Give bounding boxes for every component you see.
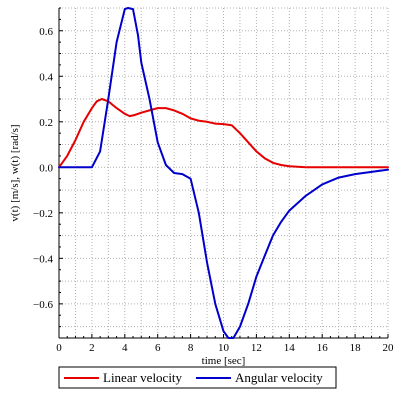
x-axis-label: time [sec] xyxy=(202,355,246,367)
y-tick-label: −0.6 xyxy=(33,299,53,311)
y-tick-label: −0.4 xyxy=(33,253,53,265)
x-tick-label: 12 xyxy=(251,342,262,354)
legend-label-angular-velocity: Angular velocity xyxy=(235,370,323,385)
x-tick-label: 4 xyxy=(122,342,128,354)
x-tick-label: 16 xyxy=(317,342,329,354)
y-tick-label: 0.6 xyxy=(39,26,53,38)
series-lines xyxy=(58,7,389,339)
axes: 0 2 4 6 8 10 12 14 16 18 20 −0.6 −0.4 −0.2 0.0 0.2 0.4 0.… xyxy=(33,7,395,354)
x-tick-label: 6 xyxy=(155,342,161,354)
y-tick-label: 0.4 xyxy=(39,71,53,83)
legend-label-linear-velocity: Linear velocity xyxy=(103,370,183,385)
x-tick-label: 8 xyxy=(188,342,194,354)
x-tick-label: 0 xyxy=(56,342,62,354)
x-tick-label: 14 xyxy=(284,342,296,354)
y-axis-label: v(t) [m/s], w(t) [rad/s] xyxy=(9,124,21,221)
x-tick-label: 10 xyxy=(218,342,230,354)
y-tick-label: −0.2 xyxy=(33,208,53,220)
y-tick-label: 0.2 xyxy=(39,117,53,129)
x-tick-label: 20 xyxy=(383,342,395,354)
series-line-angular-velocity xyxy=(58,7,389,339)
series-line-linear-velocity xyxy=(58,98,389,169)
x-tick-label: 2 xyxy=(89,342,95,354)
x-tick-label: 18 xyxy=(350,342,362,354)
legend: Linear velocity Angular velocity xyxy=(58,366,337,389)
y-tick-label: 0.0 xyxy=(39,162,53,174)
axis-labels: time [sec] v(t) [m/s], w(t) [rad/s] xyxy=(9,124,245,367)
